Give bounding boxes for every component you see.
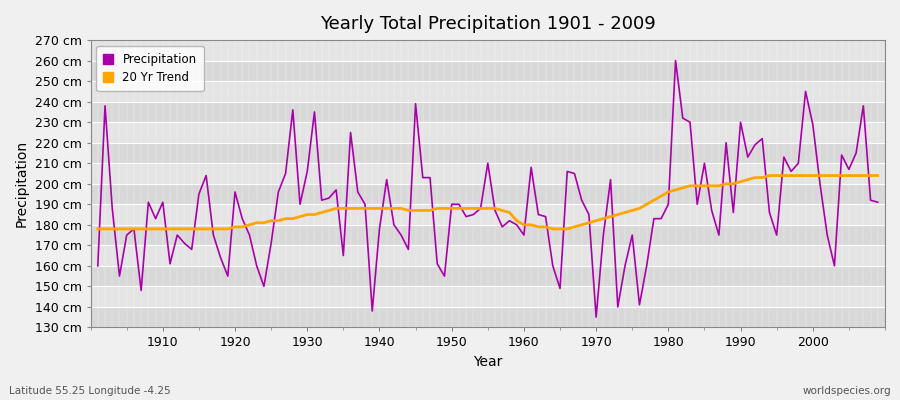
Bar [91, 122, 885, 143]
Precipitation [353, 190, 364, 194]
X-axis label: Year: Year [473, 355, 502, 369]
Precipitation [309, 110, 320, 114]
Bar [91, 266, 885, 286]
Bar [91, 204, 885, 225]
Bar [91, 307, 885, 328]
Precipitation [612, 304, 623, 309]
20 Yr Trend [309, 212, 320, 217]
Text: worldspecies.org: worldspecies.org [803, 386, 891, 396]
Y-axis label: Precipitation: Precipitation [15, 140, 29, 227]
Text: Latitude 55.25 Longitude -4.25: Latitude 55.25 Longitude -4.25 [9, 386, 171, 396]
Bar [91, 61, 885, 81]
20 Yr Trend [872, 173, 883, 178]
Bar [91, 225, 885, 245]
Bar [91, 245, 885, 266]
Title: Yearly Total Precipitation 1901 - 2009: Yearly Total Precipitation 1901 - 2009 [320, 15, 656, 33]
Precipitation [93, 264, 104, 268]
Precipitation [670, 58, 681, 63]
20 Yr Trend [605, 214, 616, 219]
Bar [91, 81, 885, 102]
Bar [91, 143, 885, 163]
Bar [91, 102, 885, 122]
Precipitation [872, 200, 883, 205]
20 Yr Trend [511, 218, 522, 223]
20 Yr Trend [518, 222, 529, 227]
Legend: Precipitation, 20 Yr Trend: Precipitation, 20 Yr Trend [96, 46, 203, 91]
Precipitation [150, 216, 161, 221]
Bar [91, 40, 885, 61]
Precipitation [590, 315, 601, 320]
20 Yr Trend [764, 173, 775, 178]
Line: Precipitation: Precipitation [98, 61, 878, 317]
Bar [91, 286, 885, 307]
Bar [91, 184, 885, 204]
Line: 20 Yr Trend: 20 Yr Trend [98, 176, 878, 229]
Bar [91, 163, 885, 184]
20 Yr Trend [150, 226, 161, 231]
20 Yr Trend [93, 226, 104, 231]
20 Yr Trend [353, 206, 364, 211]
Precipitation [511, 222, 522, 227]
Precipitation [518, 233, 529, 238]
